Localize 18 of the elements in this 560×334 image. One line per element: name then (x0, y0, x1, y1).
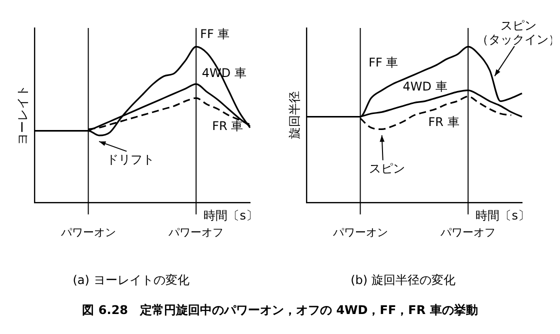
series-label: FR 車 (212, 119, 244, 134)
text: (b) 旋回半径の変化 (350, 272, 456, 287)
x-tick-label: パワーオン (60, 226, 116, 239)
x-tick-label: パワーオフ (440, 226, 496, 239)
x-axis-title: 時間〔s〕 (476, 208, 530, 223)
series-label: FF 車 (200, 27, 230, 42)
x-tick-label: パワーオフ (168, 226, 224, 239)
annotation: ドリフト (106, 152, 155, 166)
y-axis-title: 旋回半径 (287, 91, 302, 140)
x-axis-title: 時間〔s〕 (204, 208, 258, 223)
series-label: FF 車 (368, 56, 398, 70)
caption: 図 6.28 定常円旋回中のパワーオン，オフの 4WD，FF，FR 車の挙動 (81, 302, 479, 319)
y-axis-title: ヨーレイト (15, 85, 30, 146)
series-label: 4WD 車 (402, 79, 448, 94)
series-label: FR 車 (428, 115, 460, 130)
x-tick-label: パワーオン (332, 226, 388, 239)
text: (a) ヨーレイトの変化 (72, 272, 190, 287)
annotation: スピン (368, 161, 405, 176)
